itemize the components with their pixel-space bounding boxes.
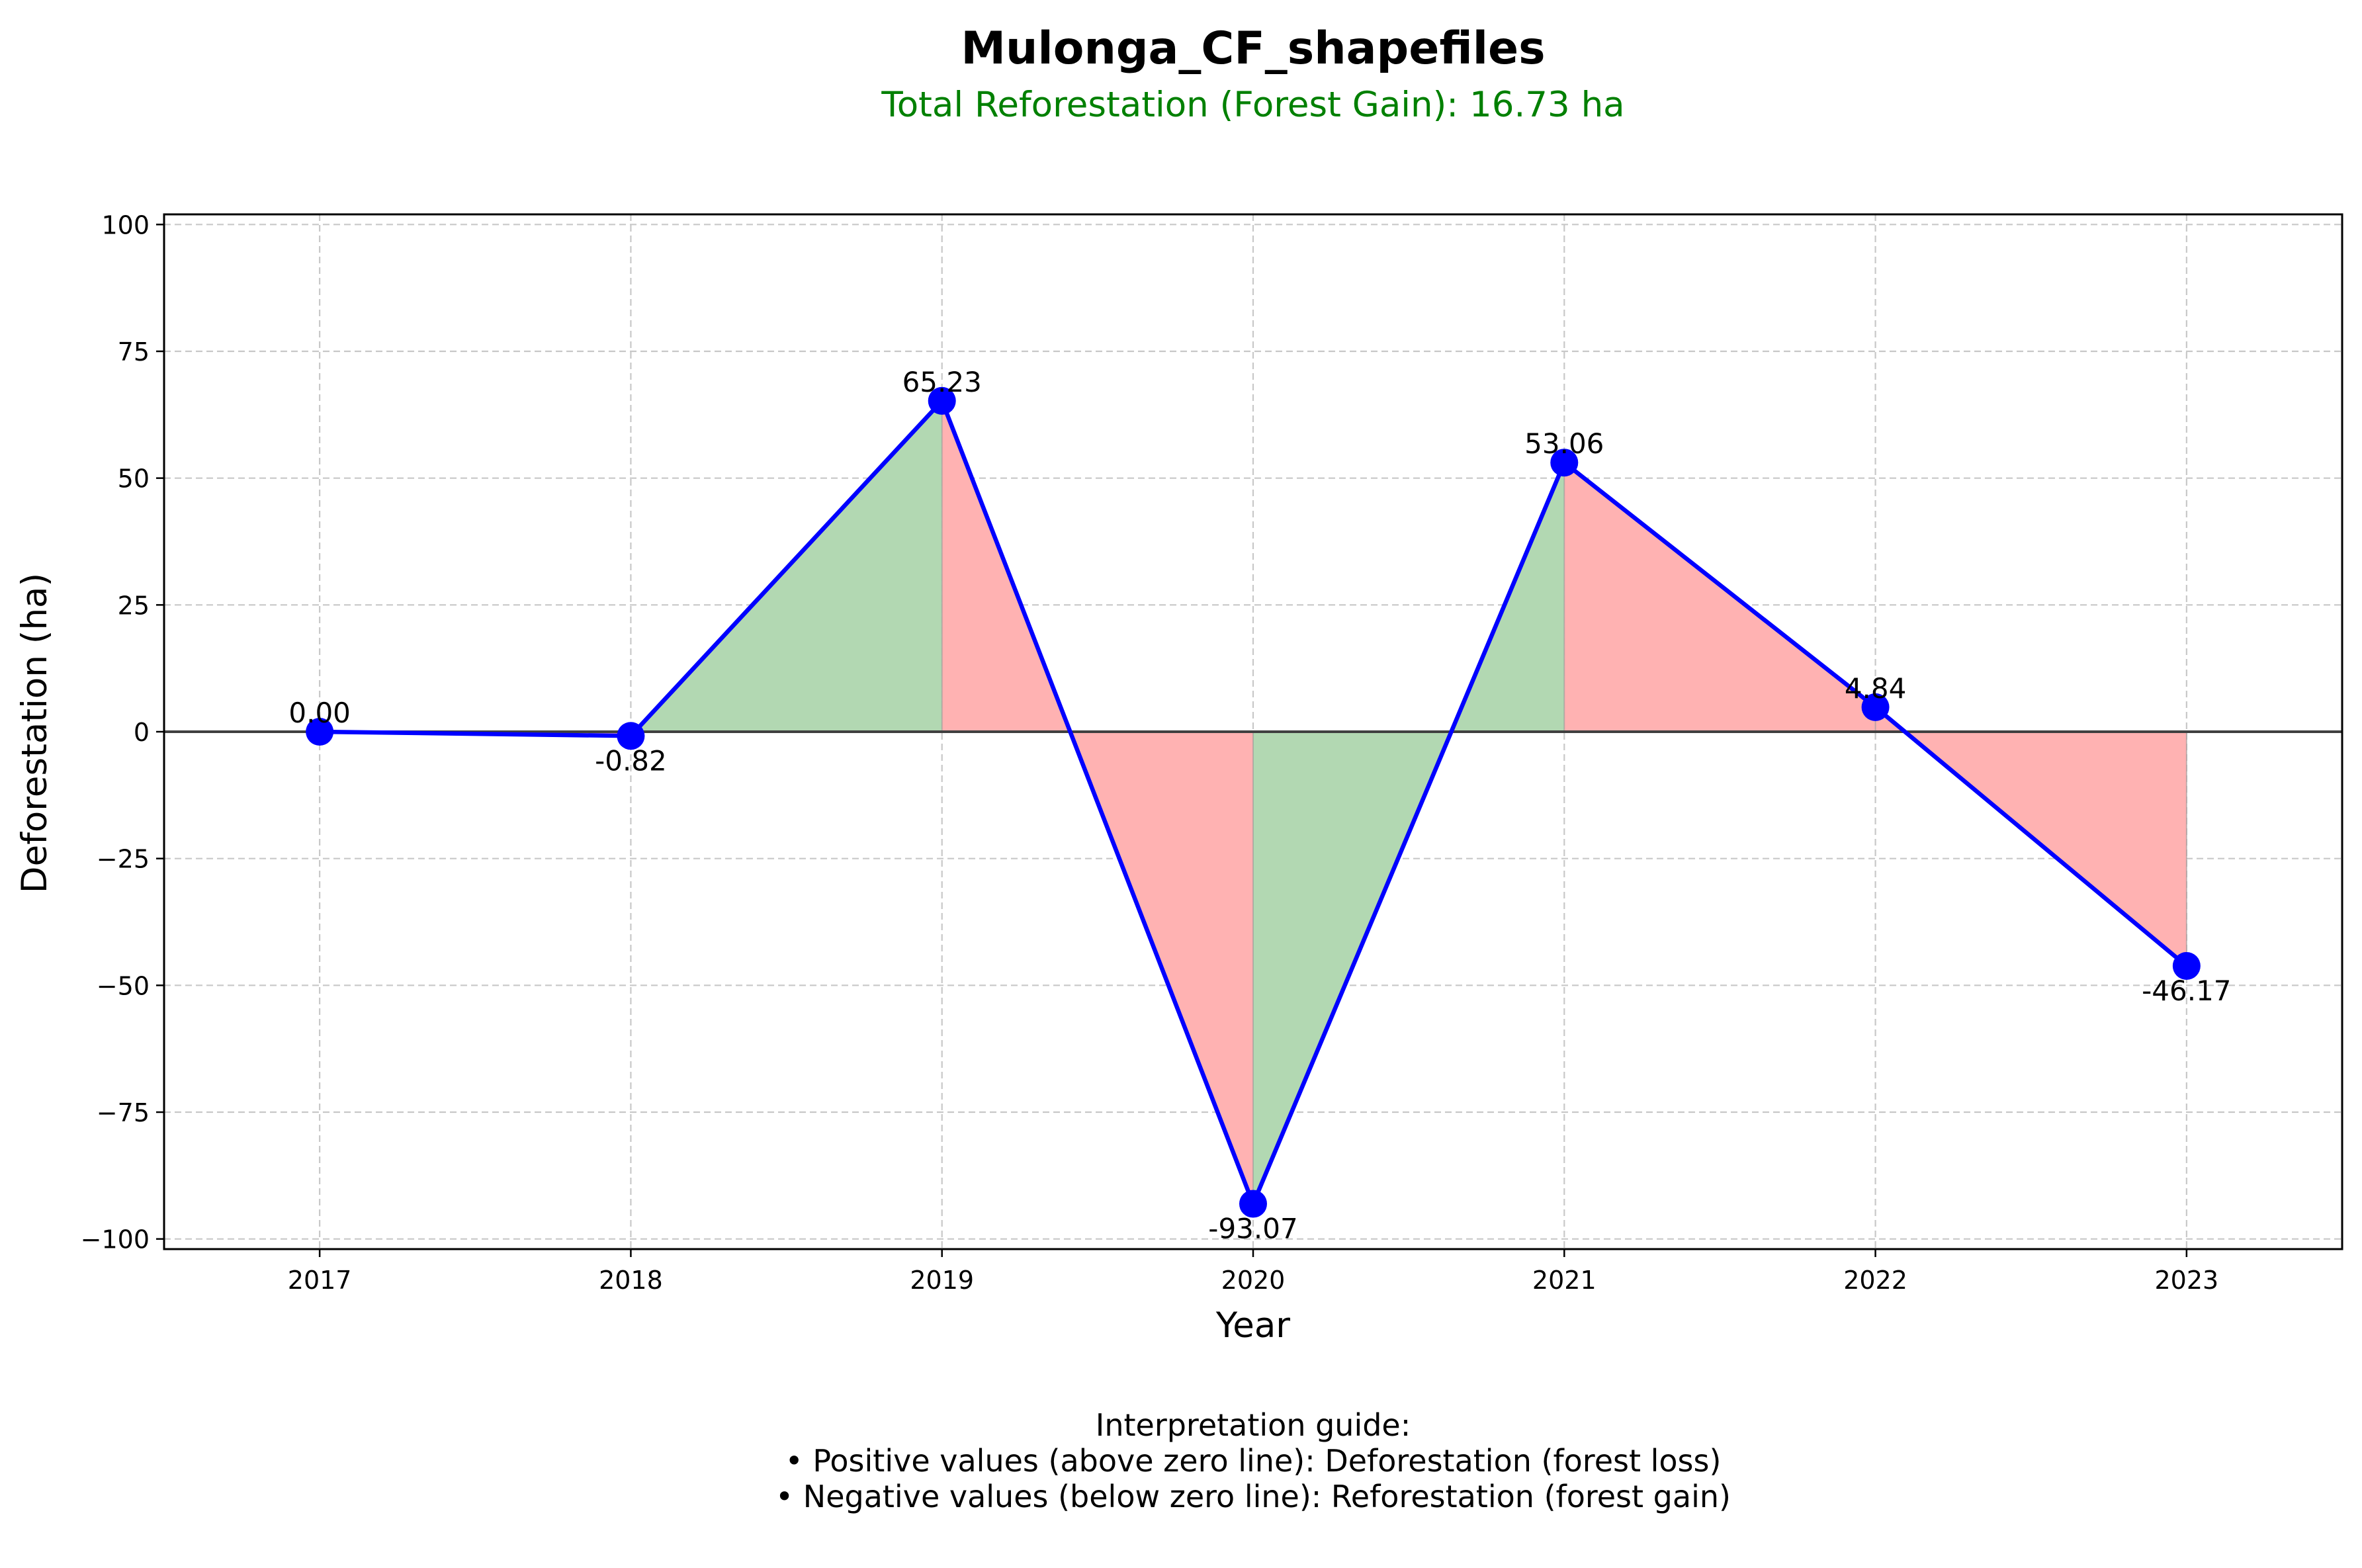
y-tick-label: −100 (81, 1225, 150, 1254)
data-label: -93.07 (1208, 1213, 1297, 1245)
footnote-line-2: • Positive values (above zero line): Def… (785, 1443, 1722, 1479)
data-point-marker (1861, 693, 1890, 721)
y-tick-label: −75 (97, 1098, 150, 1127)
x-tick-label: 2022 (1843, 1266, 1907, 1295)
chart-subtitle: Total Reforestation (Forest Gain): 16.73… (881, 85, 1624, 125)
x-tick-label: 2019 (910, 1266, 974, 1295)
data-point-marker (2172, 951, 2201, 980)
data-label: -0.82 (595, 744, 667, 777)
data-label: 4.84 (1845, 672, 1907, 705)
data-label: 53.06 (1524, 427, 1604, 460)
y-tick-label: −50 (97, 971, 150, 1000)
footnote-line-1: Interpretation guide: (1096, 1407, 1411, 1443)
data-point-marker (617, 722, 645, 750)
y-tick-label: 100 (101, 210, 150, 240)
x-tick-label: 2021 (1532, 1266, 1597, 1295)
y-tick-label: 0 (134, 718, 150, 747)
y-tick-label: 25 (118, 591, 150, 620)
y-axis-label: Deforestation (ha) (15, 573, 55, 893)
data-label: 0.00 (288, 697, 351, 729)
x-tick-label: 2018 (599, 1266, 663, 1295)
decrease-fill-segment (1564, 462, 1876, 732)
x-tick-label: 2023 (2154, 1266, 2218, 1295)
x-tick-label: 2017 (288, 1266, 352, 1295)
y-tick-label: 50 (118, 464, 150, 494)
data-point-marker (1550, 449, 1579, 477)
data-point-marker (306, 718, 334, 746)
x-axis-label: Year (1215, 1305, 1290, 1346)
plot-area: 0.00 -0.82 65.23 -93.07 53.06 4.84 -46.17 −100 −… (81, 210, 2343, 1295)
x-tick-label: 2020 (1221, 1266, 1286, 1295)
data-point-marker (1239, 1190, 1267, 1218)
data-point-marker (928, 386, 956, 415)
data-label: 65.23 (902, 366, 982, 398)
chart-title: Mulonga_CF_shapefiles (961, 22, 1545, 75)
y-tick-label: −25 (97, 845, 150, 874)
y-tick-label: 75 (118, 337, 150, 367)
data-label: -46.17 (2142, 975, 2231, 1007)
footnote-line-3: • Negative values (below zero line): Ref… (775, 1479, 1731, 1514)
